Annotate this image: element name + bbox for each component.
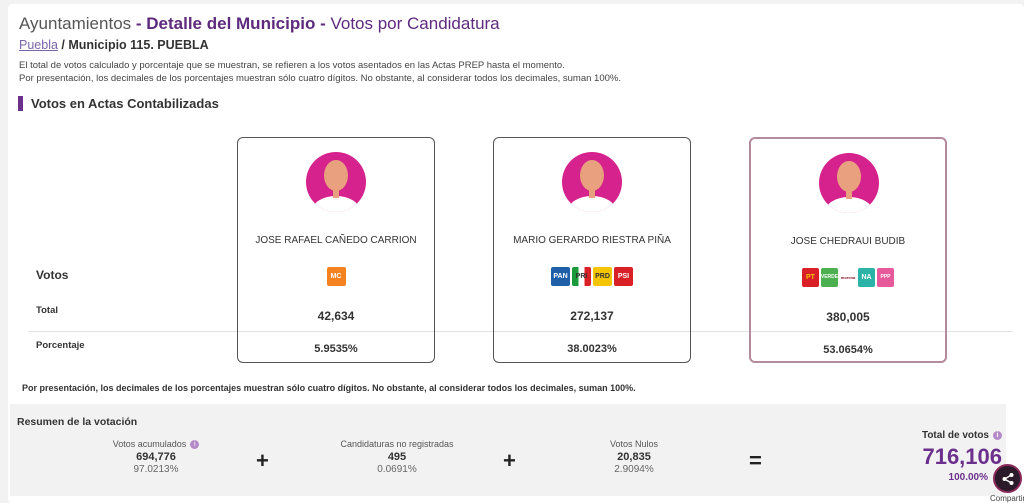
summary-acumulados: Votos acumulados i 694,776 97.0213% [66,439,246,475]
acumulados-value: 694,776 [136,451,176,464]
title-prefix: Ayuntamientos [19,14,132,33]
party-logos: MC [238,266,434,286]
note-line: El total de votos calculado y porcentaje… [19,60,565,71]
candidate-percent: 53.0654% [823,344,873,356]
breadcrumb-separator: / [57,38,69,52]
candidate-percent: 5.9535% [314,343,358,355]
total-label: Total [36,305,58,316]
plus-icon: + [503,448,516,473]
pan-party-logo-icon: PAN [551,266,570,286]
plus-icon: + [256,448,269,473]
breadcrumb: Puebla / Municipio 115. PUEBLA [19,38,209,52]
mc-party-logo-icon: MC [326,266,346,286]
share-button[interactable] [993,464,1022,493]
morena-party-logo-icon: morena [840,267,856,287]
summary-no-registradas: Candidaturas no registradas 495 0.0691% [307,439,487,475]
info-icon[interactable]: i [190,440,200,450]
ppp-party-logo-icon: PPP [877,267,894,287]
title-separator: - [131,14,147,33]
summary-total: Total de votos i 716,106 100.00% [922,430,1002,483]
pri-party-logo-icon: PRI [572,266,591,286]
candidate-votes: 42,634 [317,309,355,323]
nulos-percent: 2.9094% [614,464,654,475]
title-strong: Detalle del Municipio [146,14,316,33]
total-percent: 100.00% [948,472,988,483]
candidate-name: MARIO GERARDO RIESTRA PIÑA [513,235,671,246]
psi-party-logo-icon: PSI [614,266,633,286]
divider [28,331,1013,332]
section-title: Votos en Actas Contabilizadas [18,96,219,111]
equals-icon: = [749,448,762,473]
summary-title: Resumen de la votación [17,416,138,428]
note-line: Por presentación, los decimales de los p… [19,73,621,84]
vote-summary: Resumen de la votación Votos acumulados i… [10,404,1006,496]
bottom-note: Por presentación, los decimales de los p… [22,383,636,393]
acumulados-label: Votos acumulados [112,439,187,449]
candidate-card: JOSE RAFAEL CAÑEDO CARRION MC 42,634 5.9… [237,137,435,363]
votos-label: Votos [36,268,69,282]
no-registradas-label: Candidaturas no registradas [340,439,454,449]
breadcrumb-current: Municipio 115. PUEBLA [68,38,209,52]
prd-party-logo-icon: PRD [593,266,612,286]
breadcrumb-link-puebla[interactable]: Puebla [19,38,58,52]
title-separator: - [315,14,331,33]
verde-party-logo-icon: VERDE [821,267,838,287]
notes: El total de votos calculado y porcentaje… [19,59,621,85]
candidate-card: MARIO GERARDO RIESTRA PIÑA PAN PRI PRD P… [493,137,691,363]
candidate-name: JOSE CHEDRAUI BUDIB [790,236,906,247]
nulos-label: Votos Nulos [609,439,659,449]
acumulados-percent: 97.0213% [133,464,179,476]
share-label: Compartir [990,494,1024,503]
summary-nulos: Votos Nulos 20,835 2.9094% [544,439,724,475]
nulos-value: 20,835 [617,451,651,463]
candidate-card-winner: JOSE CHEDRAUI BUDIB PT VERDE morena NA P… [749,137,947,363]
candidate-percent: 38.0023% [567,343,617,355]
candidate-votes: 380,005 [826,310,870,324]
pt-party-logo-icon: PT [802,267,819,287]
candidate-votes: 272,137 [570,309,614,323]
no-registradas-percent: 0.0691% [377,464,417,475]
party-logos: PAN PRI PRD PSI [494,266,690,286]
no-registradas-value: 495 [387,451,407,463]
info-icon[interactable]: i [993,430,1002,440]
na-party-logo-icon: NA [858,267,875,287]
total-label: Total de votos [921,430,989,441]
title-sub: Votos por Candidatura [330,14,500,33]
page-title: Ayuntamientos - Detalle del Municipio - … [19,14,500,34]
avatar [306,152,366,212]
avatar [819,153,879,213]
candidate-name: JOSE RAFAEL CAÑEDO CARRION [255,235,417,246]
avatar [562,152,622,212]
total-value: 716,106 [922,444,1002,469]
party-logos: PT VERDE morena NA PPP [751,267,945,287]
share-icon [1002,472,1013,485]
percent-label: Porcentaje [36,340,85,351]
